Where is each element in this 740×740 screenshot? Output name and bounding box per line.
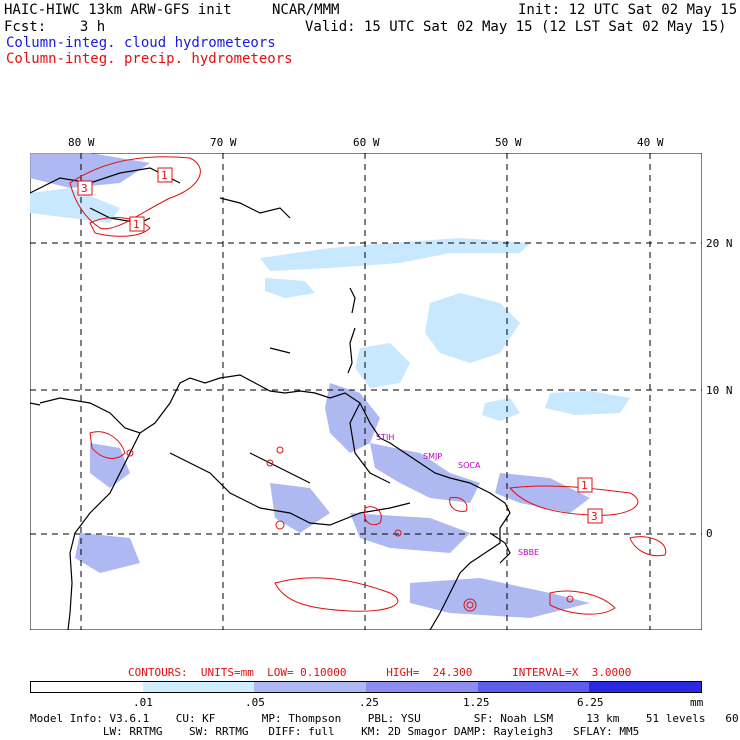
contour-mark-3: 1 (133, 218, 140, 231)
model-info-line1: Model Info: V3.6.1 CU: KF MP: Thompson P… (30, 712, 740, 725)
coastlines (30, 167, 511, 630)
valid-time: Valid: 15 UTC Sat 02 May 15 (12 LST Sat … (305, 19, 727, 35)
colorbar-cell-3 (254, 682, 367, 692)
lon-label-60w: 60 W (353, 136, 380, 149)
contour-mark-1: 3 (81, 182, 88, 195)
model-info-line2: LW: RRTMG SW: RRTMG DIFF: full KM: 2D Sm… (30, 725, 640, 738)
lat-label-0: 0 (706, 527, 713, 540)
colorbar-label-1: .01 (133, 696, 153, 709)
legend-cloud: Column-integ. cloud hydrometeors (6, 35, 276, 51)
colorbar-label-3: .25 (359, 696, 379, 709)
cloud-shading (30, 188, 630, 421)
title-left: HAIC-HIWC 13km ARW-GFS init (4, 2, 232, 18)
lon-label-80w: 80 W (68, 136, 95, 149)
colorbar-cell-6 (589, 682, 702, 692)
lon-label-70w: 70 W (210, 136, 237, 149)
station-soca: SOCA (458, 461, 481, 470)
colorbar-label-4: 1.25 (463, 696, 490, 709)
contour-mark-4: 1 (581, 479, 588, 492)
colorbar-cell-1 (31, 682, 143, 692)
weather-map: 3 1 1 1 3 STIH SMJP SOCA SBBE (30, 153, 702, 630)
colorbar-cell-5 (477, 682, 590, 692)
colorbar (30, 681, 702, 693)
legend-precip: Column-integ. precip. hydrometeors (6, 51, 293, 67)
colorbar-label-2: .05 (245, 696, 265, 709)
precip-contours (69, 156, 667, 615)
forecast-hour: Fcst: 3 h (4, 19, 106, 35)
station-sbbe: SBBE (518, 548, 539, 557)
lat-label-10n: 10 N (706, 384, 733, 397)
contour-marks: 3 1 1 1 3 (77, 167, 603, 524)
station-labels: STIH SMJP SOCA SBBE (376, 433, 539, 557)
station-stih: STIH (376, 433, 394, 442)
lat-lon-grid (30, 153, 702, 630)
colorbar-cell-4 (366, 682, 478, 692)
contours-info: CONTOURS: UNITS=mm LOW= 0.10000 HIGH= 24… (128, 666, 632, 679)
contour-mark-2: 1 (161, 169, 168, 182)
lon-label-40w: 40 W (637, 136, 664, 149)
title-mid: NCAR/MMM (272, 2, 340, 18)
lat-label-20n: 20 N (706, 237, 733, 250)
colorbar-cell-2 (142, 682, 255, 692)
init-time: Init: 12 UTC Sat 02 May 15 (518, 2, 738, 18)
lon-label-50w: 50 W (495, 136, 522, 149)
colorbar-label-5: 6.25 (577, 696, 604, 709)
contour-mark-5: 3 (591, 510, 598, 523)
station-smjp: SMJP (423, 452, 442, 461)
colorbar-unit: mm (690, 696, 704, 709)
